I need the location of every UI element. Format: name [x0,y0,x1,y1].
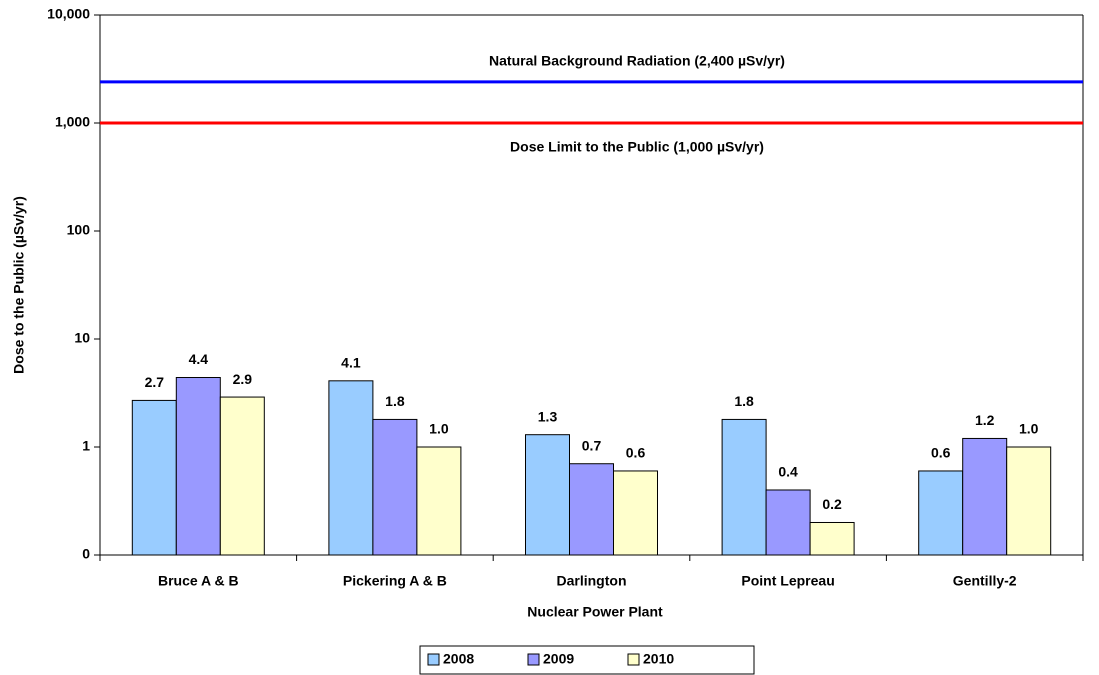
y-tick-label: 0 [82,546,90,562]
value-label: 0.6 [931,445,951,461]
value-label: 1.8 [734,393,754,409]
bar [569,463,614,556]
legend-swatch [427,653,440,666]
value-label: 1.3 [538,408,558,424]
bar [918,470,964,556]
x-axis-title: Nuclear Power Plant [527,604,663,620]
bar [372,418,418,556]
y-axis-title: Dose to the Public (µSv/yr) [11,196,27,374]
value-label: 1.0 [429,421,449,437]
y-tick-label: 1 [82,438,90,454]
value-label: 2.9 [233,371,253,387]
value-label: 0.2 [822,496,842,512]
legend-label: 2008 [443,651,474,667]
y-tick-label: 10,000 [47,6,90,22]
x-tick-label: Pickering A & B [343,573,447,589]
bar [765,489,811,556]
x-tick-label: Bruce A & B [158,573,239,589]
y-tick-label: 1,000 [55,114,90,130]
value-label: 2.7 [145,374,165,390]
y-tick-label: 10 [74,330,90,346]
value-label: 0.4 [778,464,798,480]
bar [721,418,767,556]
value-label: 0.7 [582,437,602,453]
value-label: 1.2 [975,412,995,428]
bar [525,434,570,556]
bar [416,446,462,556]
bar [809,521,855,556]
bar [219,396,265,556]
value-label: 0.6 [626,445,646,461]
legend-label: 2009 [543,651,574,667]
bar [175,377,221,556]
y-tick-label: 100 [67,222,91,238]
legend-box [419,645,755,675]
x-tick-label: Gentilly-2 [953,573,1017,589]
bar [962,437,1008,556]
legend-label: 2010 [643,651,674,667]
reference-label: Natural Background Radiation (2,400 µSv/… [489,53,785,69]
bar [328,380,374,556]
value-label: 1.0 [1019,421,1039,437]
bar [1006,446,1052,556]
value-label: 1.8 [385,393,405,409]
value-label: 4.4 [189,351,209,367]
bar [613,470,658,556]
legend-swatch [527,653,540,666]
x-tick-label: Point Lepreau [741,573,834,589]
x-tick-label: Darlington [557,573,627,589]
value-label: 4.1 [341,355,361,371]
reference-label: Dose Limit to the Public (1,000 µSv/yr) [510,139,764,155]
bar [131,399,177,556]
legend-swatch [627,653,640,666]
